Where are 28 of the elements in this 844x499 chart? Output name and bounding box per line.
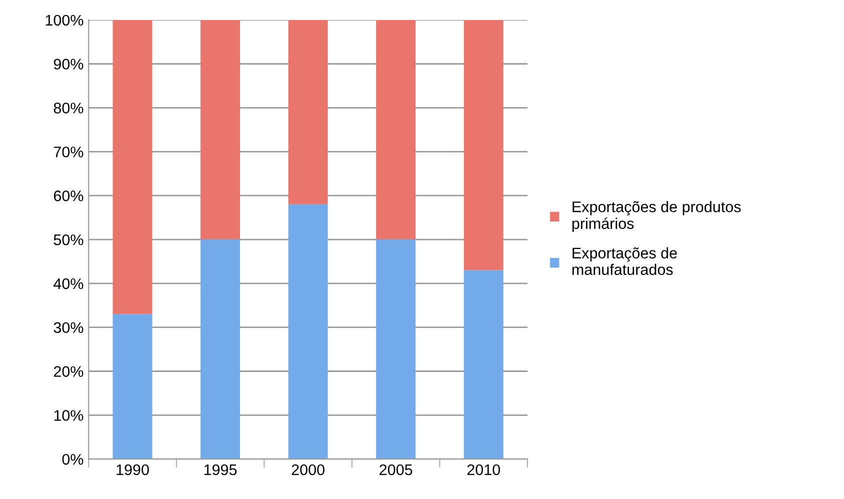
bar [464, 270, 504, 460]
bar [376, 20, 416, 240]
y-tick-label: 20% [54, 366, 84, 377]
x-tick-label: 1990 [116, 464, 149, 476]
x-tick-label: 2005 [380, 464, 412, 476]
legend-label: Exportações de produtos primários [572, 201, 741, 232]
y-tick-label: 10% [54, 410, 84, 421]
y-tick-label: 100% [46, 14, 84, 26]
bar [200, 20, 240, 240]
x-tick-label: 2000 [292, 464, 324, 476]
bar [200, 240, 240, 460]
bar [376, 240, 416, 460]
y-tick-label: 70% [54, 146, 84, 158]
bar [112, 314, 152, 460]
y-tick-label: 90% [54, 58, 84, 70]
bar [112, 20, 152, 314]
y-tick-label: 0% [62, 454, 84, 465]
x-tick-label: 1995 [204, 464, 237, 476]
y-tick-label: 50% [54, 234, 84, 246]
y-tick-label: 80% [54, 102, 84, 114]
x-tick-label: 2010 [467, 464, 500, 476]
y-tick-label: 30% [54, 322, 84, 334]
bar [288, 20, 328, 204]
bar [464, 20, 504, 270]
legend-label: Exportações de manufaturados [572, 247, 677, 276]
y-tick-label: 40% [54, 278, 84, 290]
bar [288, 204, 328, 460]
y-tick-label: 60% [54, 190, 84, 202]
